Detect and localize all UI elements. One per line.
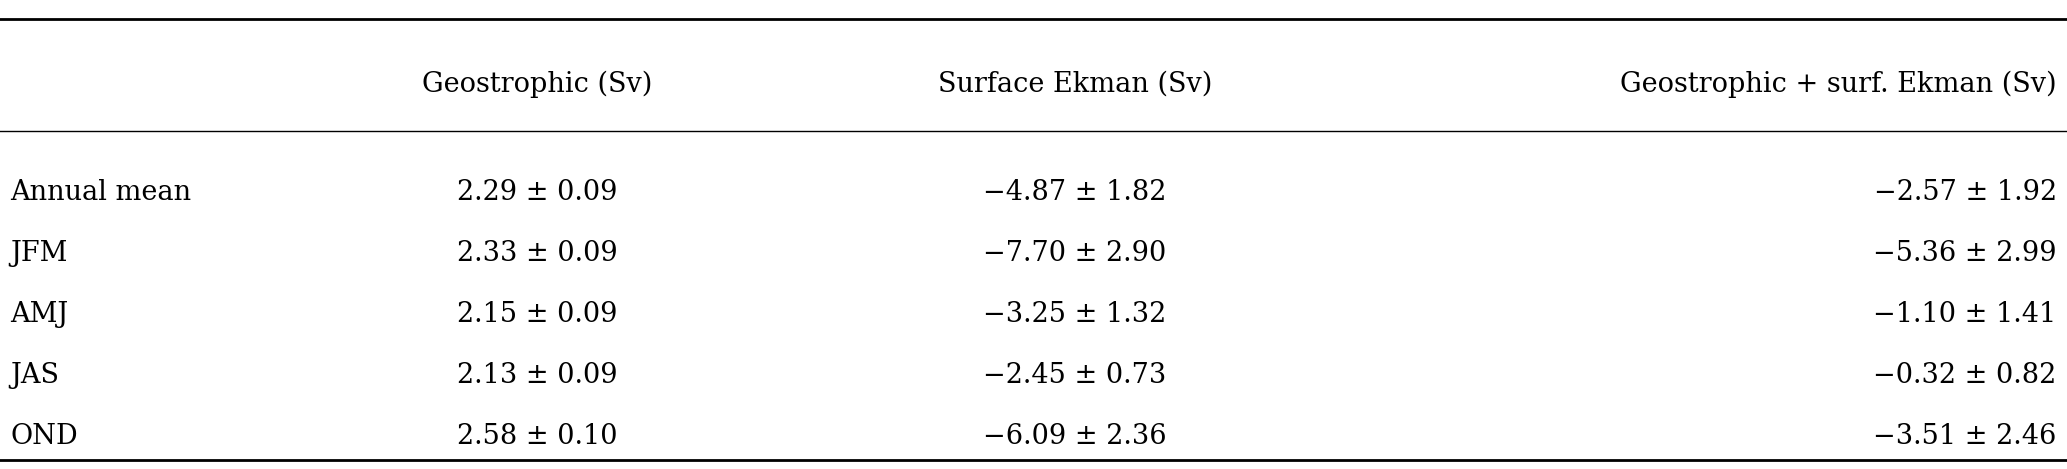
Text: 2.13 ± 0.09: 2.13 ± 0.09 [457, 362, 618, 389]
Text: 2.33 ± 0.09: 2.33 ± 0.09 [457, 240, 618, 267]
Text: JFM: JFM [10, 240, 68, 267]
Text: −4.87 ± 1.82: −4.87 ± 1.82 [984, 179, 1166, 206]
Text: Geostrophic (Sv): Geostrophic (Sv) [422, 71, 653, 98]
Text: 2.58 ± 0.10: 2.58 ± 0.10 [457, 423, 618, 450]
Text: −2.57 ± 1.92: −2.57 ± 1.92 [1873, 179, 2057, 206]
Text: 2.29 ± 0.09: 2.29 ± 0.09 [457, 179, 618, 206]
Text: −3.51 ± 2.46: −3.51 ± 2.46 [1873, 423, 2057, 450]
Text: −6.09 ± 2.36: −6.09 ± 2.36 [984, 423, 1166, 450]
Text: −3.25 ± 1.32: −3.25 ± 1.32 [984, 301, 1166, 328]
Text: −2.45 ± 0.73: −2.45 ± 0.73 [984, 362, 1166, 389]
Text: Geostrophic + surf. Ekman (Sv): Geostrophic + surf. Ekman (Sv) [1621, 71, 2057, 98]
Text: 2.15 ± 0.09: 2.15 ± 0.09 [457, 301, 618, 328]
Text: −7.70 ± 2.90: −7.70 ± 2.90 [984, 240, 1166, 267]
Text: JAS: JAS [10, 362, 60, 389]
Text: −1.10 ± 1.41: −1.10 ± 1.41 [1873, 301, 2057, 328]
Text: Annual mean: Annual mean [10, 179, 192, 206]
Text: Surface Ekman (Sv): Surface Ekman (Sv) [938, 71, 1211, 98]
Text: −5.36 ± 2.99: −5.36 ± 2.99 [1873, 240, 2057, 267]
Text: OND: OND [10, 423, 79, 450]
Text: AMJ: AMJ [10, 301, 68, 328]
Text: −0.32 ± 0.82: −0.32 ± 0.82 [1873, 362, 2057, 389]
